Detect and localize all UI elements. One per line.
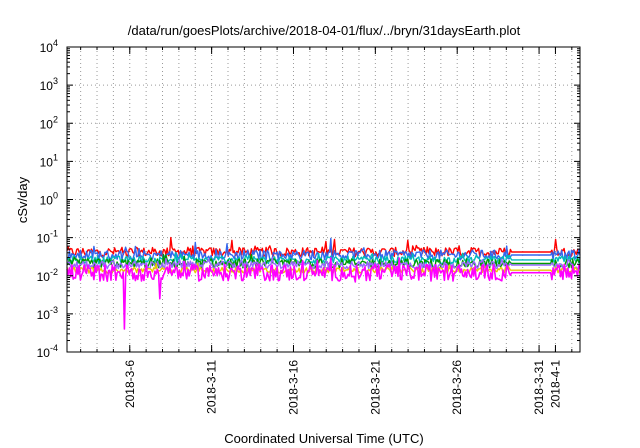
y-tick-exponent: 0 — [53, 191, 58, 201]
x-tick-label: 2018-3-6 — [123, 360, 137, 408]
series-line — [66, 257, 581, 330]
x-tick-label: 2018-3-16 — [286, 360, 300, 415]
y-tick-exponent: -1 — [50, 229, 58, 239]
y-tick-exponent: 4 — [53, 38, 58, 48]
y-tick-label: 104 — [40, 38, 58, 55]
x-tick-label: 2018-4-1 — [548, 360, 562, 408]
y-tick-base: 10 — [40, 117, 54, 131]
y-tick-base: 10 — [37, 232, 51, 246]
x-tick-label: 2018-3-11 — [205, 360, 219, 414]
x-tick-label: 2018-3-26 — [450, 360, 464, 415]
y-tick-base: 10 — [37, 308, 51, 322]
series-group — [66, 236, 581, 330]
y-tick-label: 102 — [40, 114, 58, 131]
y-tick-exponent: -3 — [50, 305, 58, 315]
x-tick-labels: 2018-3-6 2018-3-11 2018-3-16 2018-3-21 2018-… — [123, 360, 563, 415]
y-tick-exponent: -2 — [50, 267, 58, 277]
y-tick-exponent: 2 — [53, 114, 58, 124]
y-tick-label: 103 — [40, 76, 58, 93]
grid — [67, 47, 580, 352]
ticks — [67, 46, 580, 353]
x-axis-label: Coordinated Universal Time (UTC) — [224, 431, 423, 446]
y-tick-label: 10-3 — [37, 305, 58, 322]
y-tick-label: 10-2 — [37, 267, 58, 284]
y-tick-label: 100 — [40, 191, 58, 208]
y-tick-exponent: 1 — [53, 152, 58, 162]
series-line — [67, 257, 581, 271]
x-tick-label: 2018-3-31 — [532, 360, 546, 415]
y-tick-base: 10 — [40, 155, 54, 169]
y-tick-base: 10 — [37, 346, 51, 360]
x-tick-label: 2018-3-21 — [368, 360, 382, 415]
y-tick-base: 10 — [40, 79, 54, 93]
y-tick-base: 10 — [40, 41, 54, 55]
series-line — [66, 237, 581, 261]
y-tick-base: 10 — [37, 270, 51, 284]
y-tick-base: 10 — [40, 194, 54, 208]
y-axis-label: cSv/day — [15, 176, 30, 223]
y-tick-exponent: -4 — [50, 343, 58, 353]
y-tick-label: 101 — [40, 152, 58, 169]
y-tick-label: 10-1 — [37, 229, 58, 246]
y-tick-exponent: 3 — [53, 76, 58, 86]
chart-title: /data/run/goesPlots/archive/2018-04-01/f… — [128, 23, 521, 38]
y-tick-label: 10-4 — [37, 343, 58, 360]
